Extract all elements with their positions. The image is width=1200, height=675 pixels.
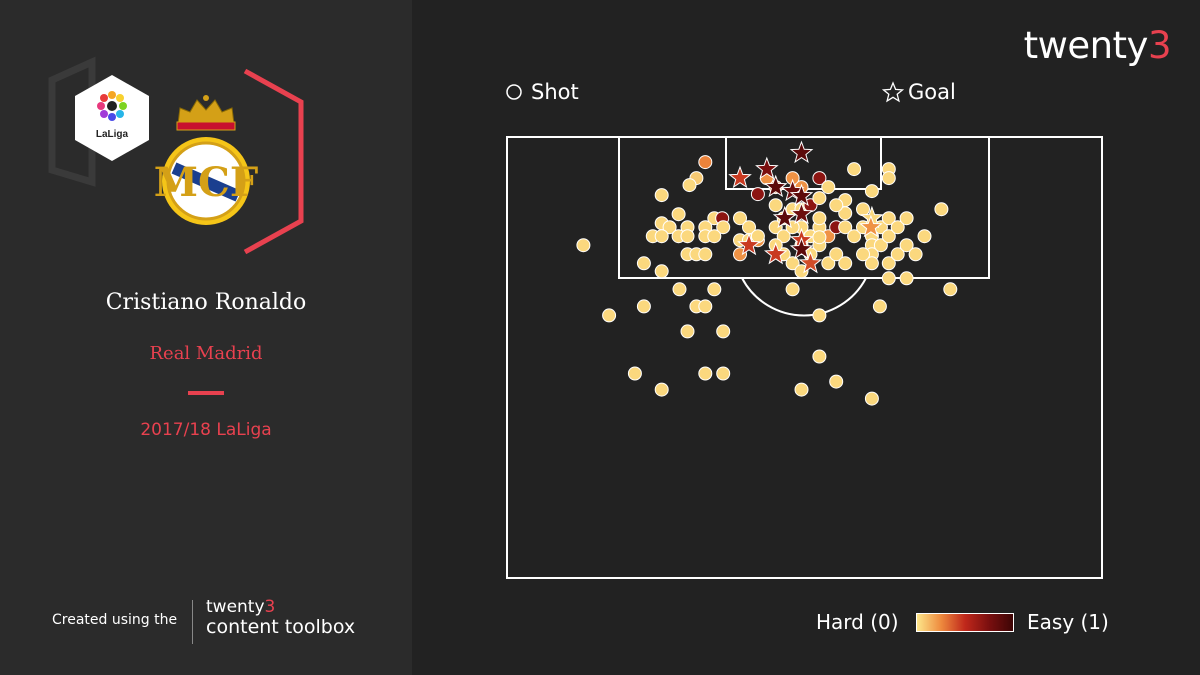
brand-name: twenty xyxy=(1023,24,1149,67)
credit-brand-name: twenty xyxy=(206,597,265,617)
logo-group: LaLiga MCF xyxy=(48,56,304,255)
hexagon-outline-red-icon xyxy=(243,68,304,255)
credit-prefix: Created using the xyxy=(52,612,178,628)
player-name: Cristiano Ronaldo xyxy=(105,290,307,315)
legend-shot: Shot xyxy=(505,80,579,104)
laliga-logo-icon xyxy=(97,91,127,121)
legend-shot-label: Shot xyxy=(531,80,579,104)
credit-brand: twenty3 content toolbox xyxy=(206,597,355,638)
legend-goal: Goal xyxy=(882,80,956,104)
difficulty-gradient xyxy=(916,613,1014,632)
circle-icon xyxy=(506,84,522,100)
info-panel: LaLiga MCF Cristiano Ronaldo Real Madrid… xyxy=(0,0,412,675)
team-name: Real Madrid xyxy=(149,343,263,364)
star-icon xyxy=(882,81,904,103)
credit-separator xyxy=(192,600,193,644)
brand-logo: twenty3 xyxy=(1023,24,1172,67)
season-label: 2017/18 LaLiga xyxy=(140,420,272,440)
credit-tool: content toolbox xyxy=(206,616,356,638)
legend-goal-label: Goal xyxy=(908,80,956,104)
scale-low-label: Hard (0) xyxy=(816,610,899,634)
laliga-logo-text: LaLiga xyxy=(96,129,129,140)
svg-text:MCF: MCF xyxy=(154,159,259,206)
credit-brand-number: 3 xyxy=(264,597,276,617)
real-madrid-crest-icon: MCF xyxy=(154,95,259,225)
scale-high-label: Easy (1) xyxy=(1027,610,1109,634)
brand-number: 3 xyxy=(1147,24,1172,67)
divider xyxy=(188,391,224,395)
